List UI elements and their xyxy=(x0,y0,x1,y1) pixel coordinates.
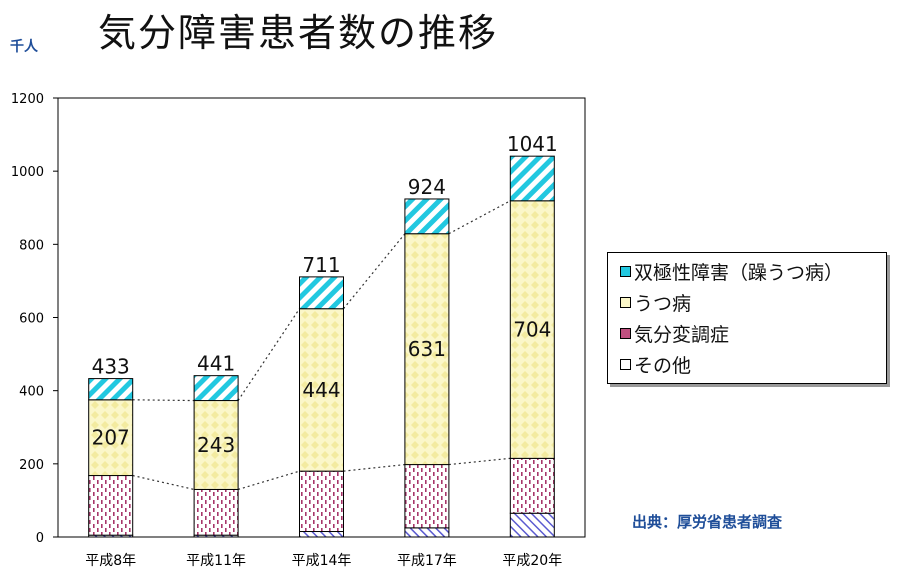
legend-label: 双極性障害（躁うつ病） xyxy=(634,261,844,284)
segment-data-label: 631 xyxy=(408,337,446,361)
segment-data-label: 207 xyxy=(92,426,130,450)
chart-legend: 双極性障害（躁うつ病） うつ病 気分変調症 その他 xyxy=(607,252,887,384)
total-data-label: 711 xyxy=(302,253,340,277)
bar-segment-series-depression xyxy=(299,308,344,472)
bar-segment-series-bipolar xyxy=(193,375,239,402)
y-tick-label: 200 xyxy=(19,458,44,473)
bar-segment-series-dysthymia xyxy=(88,475,134,536)
legend-label: その他 xyxy=(634,354,692,377)
bar-segment-series-bipolar xyxy=(509,155,555,202)
series-connector-line xyxy=(237,470,300,491)
legend-swatch-icon xyxy=(620,296,631,308)
bar-segment-series-other xyxy=(404,527,450,538)
bar-segment-series-bipolar xyxy=(88,378,134,401)
x-tick-label: 平成8年 xyxy=(85,553,136,569)
series-connector-line xyxy=(132,399,195,402)
legend-item-other: その他 xyxy=(620,349,691,379)
total-data-label: 441 xyxy=(197,352,235,376)
series-connector-line xyxy=(237,308,300,401)
bar-segment-series-dysthymia xyxy=(193,488,239,536)
total-data-label: 924 xyxy=(408,175,446,199)
bar-segment-series-dysthymia xyxy=(299,470,344,533)
legend-item-dysthymia: 気分変調症 xyxy=(620,318,729,348)
y-tick-label: 600 xyxy=(19,312,44,327)
bar-segment-series-other xyxy=(299,531,344,538)
y-tick-label: 1200 xyxy=(11,92,44,107)
y-tick-label: 400 xyxy=(19,385,44,400)
series-connector-line xyxy=(448,200,511,235)
x-tick-label: 平成11年 xyxy=(186,553,246,569)
legend-swatch-icon xyxy=(620,327,631,339)
series-connector-line xyxy=(132,474,195,491)
x-tick-label: 平成20年 xyxy=(502,553,562,569)
y-unit-label: 千人 xyxy=(10,39,38,55)
bar-segment-series-depression xyxy=(193,400,239,490)
chart-title: 気分障害患者数の推移 xyxy=(98,11,499,55)
series-connector-line xyxy=(448,457,511,466)
bar-segment-series-bipolar xyxy=(299,276,344,310)
total-data-label: 1041 xyxy=(507,132,558,156)
source-note: 出典：厚労省患者調査 xyxy=(632,513,783,531)
legend-swatch-icon xyxy=(620,265,631,277)
x-tick-label: 平成14年 xyxy=(292,553,352,569)
total-data-label: 433 xyxy=(92,355,130,379)
legend-swatch-icon xyxy=(620,358,631,370)
bar-segment-series-other xyxy=(509,512,555,538)
y-tick-label: 1000 xyxy=(11,165,44,180)
segment-data-label: 243 xyxy=(197,433,235,457)
series-connector-line xyxy=(343,463,405,472)
bar-segment-series-bipolar xyxy=(404,198,450,235)
bar-segment-series-depression xyxy=(509,200,555,459)
y-tick-label: 800 xyxy=(19,238,44,253)
bar-segment-series-depression xyxy=(88,399,134,477)
segment-data-label: 444 xyxy=(302,378,340,402)
bar-segment-series-dysthymia xyxy=(509,457,555,514)
legend-label: 気分変調症 xyxy=(634,323,730,346)
y-tick-label: 0 xyxy=(36,531,44,546)
series-connector-line xyxy=(343,233,406,310)
legend-label: うつ病 xyxy=(634,292,692,315)
bar-segment-series-dysthymia xyxy=(404,464,450,529)
segment-data-label: 704 xyxy=(513,318,551,342)
x-tick-label: 平成17年 xyxy=(397,553,457,569)
bar-segment-series-depression xyxy=(404,233,450,466)
legend-item-bipolar: 双極性障害（躁うつ病） xyxy=(620,256,843,286)
legend-item-depression: うつ病 xyxy=(620,287,691,317)
